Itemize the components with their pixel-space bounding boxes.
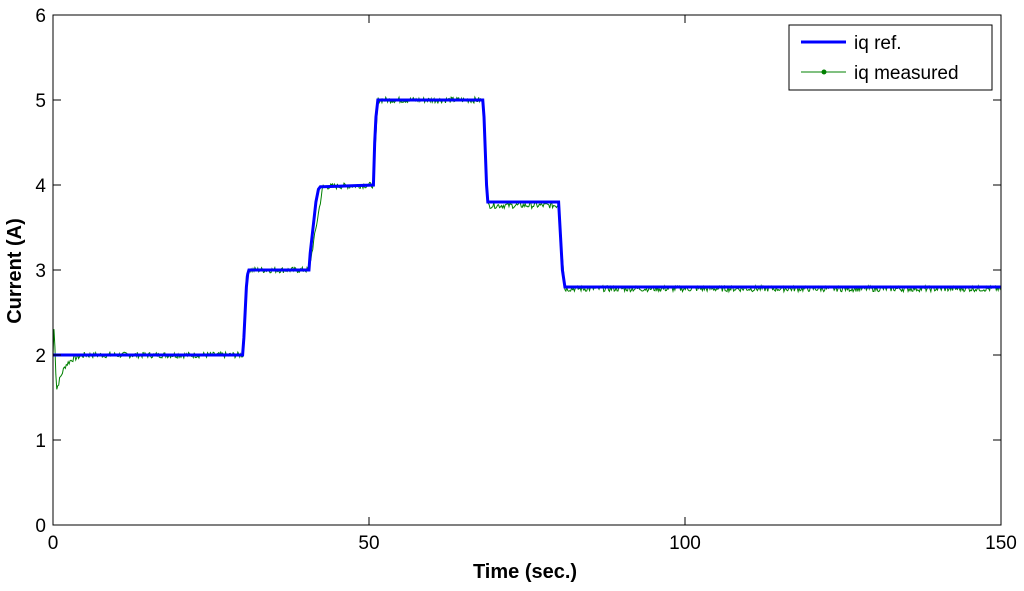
y-tick-label: 6	[35, 6, 46, 27]
legend: iq ref. iq measured	[788, 24, 993, 91]
y-axis-title: Current (A)	[4, 218, 26, 324]
axes-layer: 0 50 100 150 0 1 2 3 4 5 6	[35, 6, 1016, 554]
y-tick-label: 1	[35, 431, 46, 452]
x-tick-label: 100	[669, 533, 701, 554]
x-axis-title: Time (sec.)	[473, 561, 577, 583]
x-tick-label: 150	[985, 533, 1017, 554]
y-tick-label: 4	[35, 176, 46, 197]
x-tick-label: 0	[48, 533, 59, 554]
plot-area	[53, 15, 1001, 525]
legend-measured-marker	[821, 69, 827, 75]
series-reference-line	[53, 98, 1001, 357]
x-tick-label: 50	[358, 533, 379, 554]
plot-background	[53, 15, 1001, 525]
legend-reference-label: iq ref.	[854, 33, 902, 54]
legend-measured-label: iq measured	[854, 63, 959, 84]
y-tick-label: 2	[35, 346, 46, 367]
series-layer	[52, 95, 1002, 390]
y-tick-label: 3	[35, 261, 46, 282]
y-tick-label: 0	[35, 516, 46, 537]
legend-box	[788, 24, 993, 91]
y-tick-label: 5	[35, 91, 46, 112]
